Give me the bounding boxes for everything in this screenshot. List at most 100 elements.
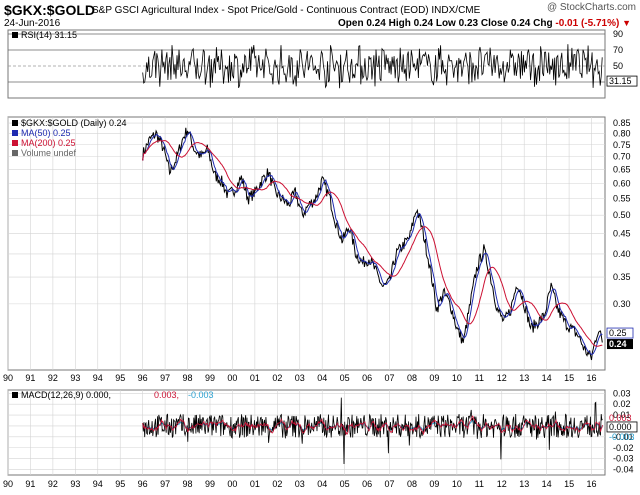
x-axis-mid-tick-label: 91	[25, 373, 35, 383]
x-axis-bottom-tick-label: 00	[227, 479, 237, 489]
x-axis-bottom-tick-label: 95	[115, 479, 125, 489]
macd-y-tick-label: 0.01	[613, 410, 631, 420]
x-axis-mid-tick-label: 07	[385, 373, 395, 383]
macd-y-tick-label: -0.02	[613, 443, 634, 453]
index-name: S&P GSCI Agricultural Index - Spot Price…	[92, 5, 481, 16]
rsi-legend-label: RSI(14) 31.15	[21, 30, 77, 40]
price-y-tick-label: 0.70	[613, 152, 631, 162]
x-axis-mid-tick-label: 06	[362, 373, 372, 383]
rsi-y-tick-label: 50	[613, 61, 623, 71]
price-last-value-label: 0.24	[609, 339, 627, 349]
x-axis-bottom-tick-label: 02	[272, 479, 282, 489]
x-axis-mid-tick-label: 92	[48, 373, 58, 383]
price-y-tick-label: 0.30	[613, 299, 631, 309]
price-y-tick-label: 0.35	[613, 272, 631, 282]
price-legend-swatch	[12, 130, 18, 136]
x-axis-bottom-tick-label: 01	[250, 479, 260, 489]
low-value: 0.23	[458, 18, 479, 29]
x-axis-bottom-tick-label: 16	[587, 479, 597, 489]
price-last-value-box	[607, 339, 633, 350]
price-y-tick-label: 0.60	[613, 179, 631, 189]
close-label: Close	[480, 18, 509, 29]
macd-y-tick-label: -0.01	[613, 432, 634, 442]
ma-last-value-box	[606, 327, 634, 339]
x-axis-bottom-tick-label: 12	[497, 479, 507, 489]
ma200-series-line	[142, 140, 603, 347]
price-y-tick-label: 0.65	[613, 165, 631, 175]
x-axis-mid-tick-label: 03	[295, 373, 305, 383]
x-axis-mid-tick-label: 99	[205, 373, 215, 383]
macd-legend-signal: 0.003,	[154, 390, 179, 400]
chart-date: 24-Jun-2016	[4, 18, 61, 29]
x-axis-bottom-tick-label: 03	[295, 479, 305, 489]
high-value: 0.24	[413, 18, 434, 29]
price-legend-swatch	[12, 120, 18, 126]
price-series-line	[142, 127, 603, 361]
low-label: Low	[435, 18, 456, 29]
x-axis-mid-tick-label: 16	[587, 373, 597, 383]
x-axis-mid-tick-label: 96	[138, 373, 148, 383]
rsi-last-value-box	[606, 75, 638, 87]
x-axis-bottom-tick-label: 94	[93, 479, 103, 489]
macd-last-value-box	[606, 421, 638, 433]
x-axis-mid-tick-label: 01	[250, 373, 260, 383]
close-value: 0.24	[510, 18, 531, 29]
price-legend-swatch	[12, 140, 18, 146]
x-axis-bottom-tick-label: 97	[160, 479, 170, 489]
high-label: High	[388, 18, 411, 29]
rsi-panel-frame	[7, 29, 606, 99]
price-y-tick-label: 0.55	[613, 194, 631, 204]
rsi-legend-swatch	[12, 32, 18, 38]
credit-text: @ StockCharts.com	[546, 2, 636, 13]
x-axis-bottom-tick-label: 07	[385, 479, 395, 489]
macd-signal-last-label: 0.003	[609, 413, 632, 423]
open-value: 0.24	[366, 18, 386, 29]
chg-value: -0.01 (-5.71%)	[555, 18, 620, 29]
x-axis-bottom-tick-label: 93	[70, 479, 80, 489]
x-axis-mid-tick-label: 00	[227, 373, 237, 383]
x-axis-mid-tick-label: 15	[564, 373, 574, 383]
price-y-tick-label: 0.40	[613, 249, 631, 259]
down-arrow-icon: ▼	[622, 18, 631, 28]
x-axis-bottom-tick-label: 11	[475, 479, 484, 489]
x-axis-mid-tick-label: 02	[272, 373, 282, 383]
macd-y-tick-label: 0.03	[613, 388, 631, 398]
macd-series-line	[142, 397, 603, 465]
ma-last-value-label: 0.25	[609, 328, 627, 338]
x-axis-bottom-tick-label: 08	[407, 479, 417, 489]
x-axis-mid-tick-label: 12	[497, 373, 507, 383]
ohlc-readout: Open 0.24 High 0.24 Low 0.23 Close 0.24 …	[338, 18, 631, 29]
rsi-y-tick-label: 90	[613, 29, 623, 39]
x-axis-mid-tick-label: 10	[452, 373, 462, 383]
x-axis-mid-tick-label: 11	[475, 373, 484, 383]
x-axis-mid-tick-label: 13	[519, 373, 529, 383]
x-axis-mid-tick-label: 08	[407, 373, 417, 383]
x-axis-bottom-tick-label: 05	[340, 479, 350, 489]
macd-signal-line	[142, 415, 603, 436]
price-legend-entry: MA(200) 0.25	[21, 138, 76, 148]
macd-y-tick-label: -0.04	[613, 465, 634, 475]
price-legend-entry: $GKX:$GOLD (Daily) 0.24	[21, 118, 127, 128]
macd-y-tick-label: 0.02	[613, 399, 631, 409]
x-axis-bottom-tick-label: 96	[138, 479, 148, 489]
x-axis-bottom-tick-label: 90	[3, 479, 13, 489]
x-axis-bottom-tick-label: 14	[542, 479, 552, 489]
x-axis-bottom-tick-label: 91	[25, 479, 35, 489]
macd-last-value-label: 0.000	[609, 422, 632, 432]
price-y-tick-label: 0.50	[613, 210, 631, 220]
x-axis-bottom-tick-label: 09	[429, 479, 439, 489]
price-y-tick-label: 0.75	[613, 140, 631, 150]
macd-legend-histogram: -0.003	[188, 390, 214, 400]
macd-legend-swatch	[12, 392, 18, 398]
x-axis-mid-tick-label: 94	[93, 373, 103, 383]
x-axis-mid-tick-label: 97	[160, 373, 170, 383]
x-axis-mid-tick-label: 09	[429, 373, 439, 383]
open-label: Open	[338, 18, 364, 29]
x-axis-bottom-tick-label: 04	[317, 479, 327, 489]
ma50-series-line	[142, 131, 603, 356]
x-axis-mid-tick-label: 95	[115, 373, 125, 383]
x-axis-bottom-tick-label: 10	[452, 479, 462, 489]
price-legend-entry: MA(50) 0.25	[21, 128, 71, 138]
macd-legend-label: MACD(12,26,9) 0.000,	[21, 390, 111, 400]
